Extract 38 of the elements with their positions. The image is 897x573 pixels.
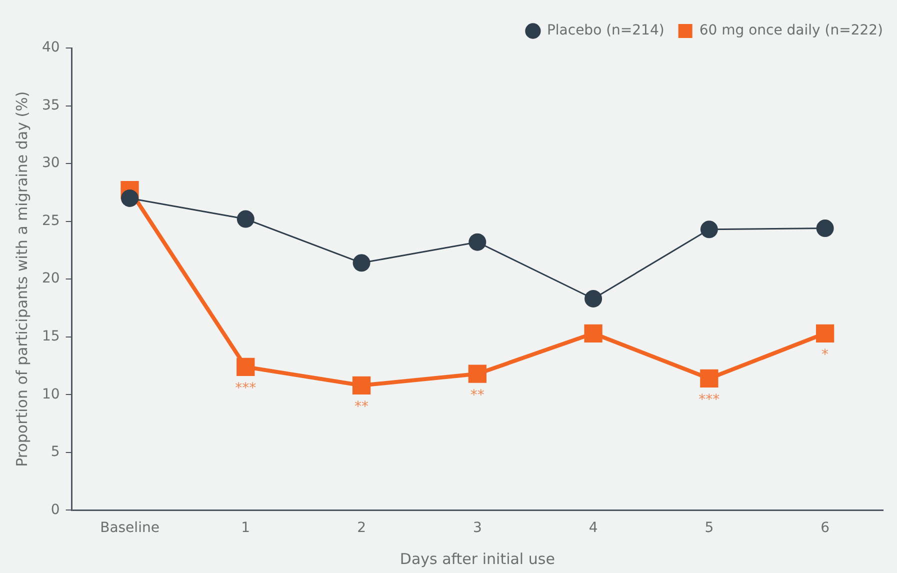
- annotation: **: [470, 387, 484, 404]
- y-tick-label: 10: [42, 386, 60, 402]
- x-tick-label: 4: [588, 520, 598, 536]
- point: [352, 254, 370, 272]
- point: [816, 220, 834, 238]
- x-tick-label: 3: [472, 520, 482, 536]
- point: [816, 324, 834, 342]
- annotation: ***: [235, 380, 256, 397]
- point: [584, 324, 602, 342]
- y-tick-label: 30: [42, 155, 60, 172]
- y-tick-label: 35: [42, 97, 60, 114]
- legend-label: 60 mg once daily (n=222): [699, 22, 884, 39]
- y-axis-title: Proportion of participants with a migraine day (%): [12, 91, 31, 467]
- point: [352, 376, 371, 394]
- point: [121, 189, 139, 207]
- y-tick-label: 40: [42, 40, 60, 56]
- point: [236, 358, 255, 376]
- annotation: **: [354, 399, 369, 416]
- point: [468, 233, 486, 251]
- x-tick-label: 5: [704, 520, 714, 536]
- annotation: ***: [698, 392, 720, 408]
- legend-label: Placebo (n=214): [546, 22, 664, 39]
- y-tick-label: 25: [42, 212, 60, 229]
- y-tick-label: 0: [50, 502, 60, 518]
- x-tick-label: 1: [241, 520, 250, 536]
- x-tick-label: 6: [820, 520, 830, 536]
- point: [700, 369, 718, 388]
- point: [584, 290, 602, 308]
- point: [468, 364, 486, 383]
- x-tick-label: 2: [357, 520, 366, 536]
- annotation: *: [822, 347, 829, 364]
- point: [236, 210, 254, 228]
- x-tick-label: Baseline: [100, 520, 160, 536]
- y-tick-label: 15: [42, 328, 60, 345]
- x-axis-title: Days after initial use: [400, 550, 555, 568]
- y-tick-label: 5: [50, 444, 60, 460]
- y-tick-label: 20: [42, 270, 60, 287]
- point: [700, 220, 718, 238]
